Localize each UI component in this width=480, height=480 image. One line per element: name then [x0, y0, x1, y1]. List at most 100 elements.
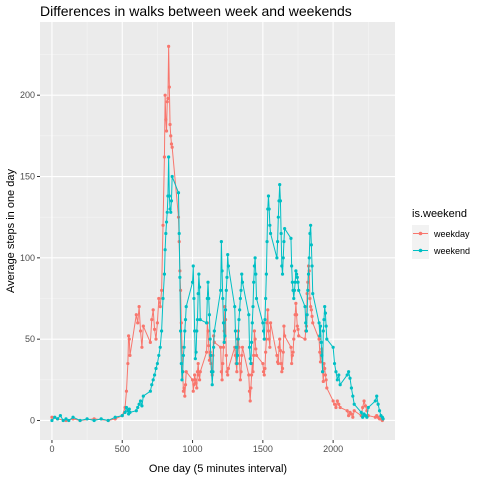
data-point-weekday [219, 345, 223, 349]
data-point-weekend [235, 361, 239, 366]
data-point-weekday [238, 361, 242, 366]
data-point-weekend [280, 272, 285, 276]
data-point-weekend [113, 415, 117, 419]
data-point-weekend [264, 296, 268, 301]
data-point-weekend [67, 418, 71, 423]
data-point-weekday [50, 415, 54, 419]
legend-title: is.weekend [412, 208, 467, 220]
data-point-weekend [155, 361, 159, 366]
data-point-weekend [238, 308, 242, 312]
data-point-weekend [249, 361, 253, 366]
y-axis-ticks: 0 50 100 150 200 [20, 90, 40, 425]
data-point-weekday [308, 296, 312, 301]
data-point-weekend [338, 383, 342, 387]
data-point-weekday [317, 337, 321, 341]
data-point-weekend [248, 357, 252, 361]
data-point-weekday [309, 308, 313, 312]
data-point-weekday [127, 337, 131, 341]
data-point-weekend [319, 340, 323, 345]
data-point-weekend [325, 337, 329, 341]
data-point-weekend [377, 409, 382, 413]
data-point-weekend [197, 285, 202, 289]
data-point-weekend [169, 199, 174, 203]
data-point-weekend [92, 418, 96, 423]
y-tick-label: 100 [20, 253, 35, 263]
data-point-weekday [137, 305, 141, 309]
data-point-weekend [318, 334, 322, 338]
data-point-weekend [253, 256, 257, 260]
data-point-weekday [338, 405, 342, 410]
data-point-weekday [261, 370, 266, 374]
data-point-weekend [280, 264, 284, 268]
data-point-weekend [251, 305, 255, 309]
data-point-weekend [160, 329, 164, 333]
legend: is.weekend weekday weekend [412, 208, 470, 259]
data-point-weekend [207, 313, 212, 317]
data-point-weekday [155, 321, 159, 325]
data-point-weekend [296, 280, 300, 284]
data-point-weekend [240, 280, 245, 284]
data-point-weekend [208, 337, 212, 341]
data-point-weekend [304, 329, 309, 333]
data-point-weekend [85, 417, 89, 421]
data-point-weekend [221, 321, 226, 325]
data-point-weekday [208, 350, 212, 354]
data-point-weekday [164, 117, 168, 122]
data-point-weekend [359, 410, 363, 414]
data-point-weekday [152, 327, 157, 331]
data-point-weekday [126, 361, 130, 366]
data-point-weekend [181, 353, 186, 358]
data-point-weekend [321, 329, 325, 333]
data-point-weekday [182, 386, 186, 390]
data-point-weekend [320, 353, 324, 358]
data-point-weekend [351, 394, 355, 398]
data-point-weekday [247, 389, 252, 393]
data-point-weekday [165, 100, 169, 104]
data-point-weekday [347, 414, 351, 418]
data-point-weekend [210, 383, 214, 387]
data-point-weekday [195, 386, 199, 390]
data-point-weekday [279, 361, 283, 366]
data-point-weekend [128, 410, 132, 414]
data-point-weekday [321, 379, 325, 384]
data-point-weekend [157, 353, 161, 358]
data-point-weekday [124, 389, 129, 393]
data-point-weekend [331, 345, 335, 349]
data-point-weekend [78, 418, 82, 423]
data-point-weekend [53, 415, 57, 419]
data-point-weekend [238, 296, 242, 301]
data-point-weekday [263, 366, 267, 371]
data-point-weekend [334, 370, 338, 374]
data-point-weekend [268, 231, 273, 236]
data-point-weekday [278, 348, 283, 353]
data-point-weekend [223, 334, 227, 338]
data-point-weekday [207, 358, 212, 362]
data-point-weekday [240, 345, 245, 349]
data-point-weekend [194, 350, 198, 354]
data-point-weekend [365, 415, 369, 419]
data-point-weekday [163, 93, 167, 97]
data-point-weekend [151, 378, 155, 382]
data-point-weekday [183, 383, 188, 387]
data-point-weekend [240, 272, 244, 276]
data-point-weekday [266, 308, 270, 312]
data-point-weekday [194, 381, 198, 385]
data-point-weekday [334, 405, 338, 410]
data-point-weekday [297, 334, 301, 338]
data-point-weekend [247, 313, 251, 317]
data-point-weekday [276, 361, 280, 366]
data-point-weekend [124, 405, 129, 410]
data-point-weekday [282, 324, 286, 328]
data-point-weekend [198, 318, 202, 322]
data-point-weekend [239, 288, 243, 292]
data-point-weekday [151, 308, 155, 312]
data-point-weekday [167, 44, 171, 49]
data-point-weekday [126, 334, 131, 338]
data-point-weekday [205, 350, 209, 354]
data-point-weekday [141, 324, 145, 328]
x-tick-label: 1000 [183, 444, 203, 454]
data-point-weekday [345, 409, 349, 413]
data-point-weekday [309, 305, 313, 309]
data-point-weekend [55, 417, 60, 421]
data-point-weekday [290, 353, 294, 358]
